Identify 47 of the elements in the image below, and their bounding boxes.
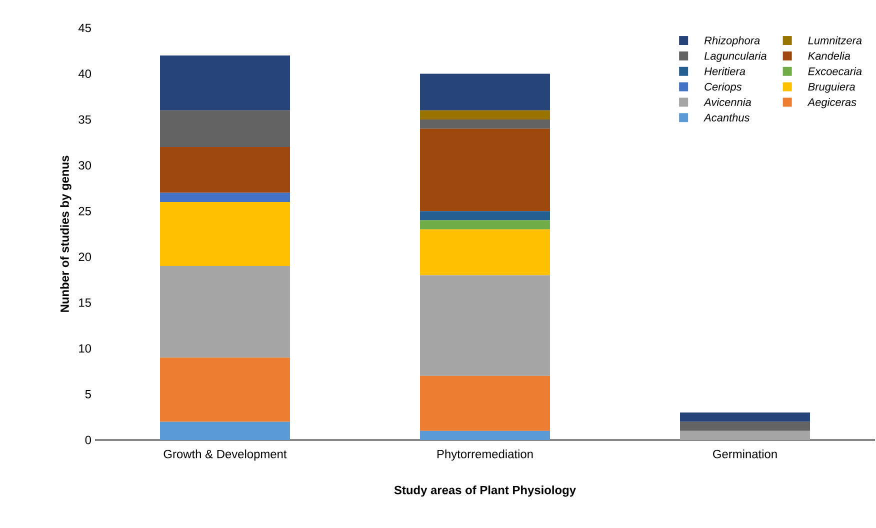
bar (160, 110, 290, 148)
y-tick-label: 20 (78, 252, 92, 262)
y-tick-label: 5 (85, 390, 91, 398)
bar (420, 120, 550, 129)
legend-label: Acanthus (704, 113, 750, 122)
bar (420, 430, 550, 440)
x-axis-title: Study areas of Plant Physiology (394, 486, 576, 497)
bar (160, 55, 290, 110)
y-axis-title: Nunber of studies by genus (60, 156, 72, 312)
y-tick-label: 10 (79, 344, 92, 353)
bar (420, 128, 550, 212)
x-tick-label: Phytorremediation (437, 450, 533, 461)
bar (420, 220, 550, 230)
bar (160, 266, 290, 358)
y-tick-label: 30 (78, 161, 92, 170)
legend-label: Kandelia (808, 52, 850, 60)
x-tick-label: Growth & Development (164, 450, 287, 461)
bar (160, 358, 290, 422)
bar (160, 202, 290, 266)
legend-label: Laguncularia (704, 52, 766, 62)
y-tick-label: 45 (78, 24, 91, 32)
bar (420, 74, 550, 110)
bar (160, 147, 290, 193)
legend-label: Avicennia (704, 98, 752, 106)
legend-label: Aegiceras (807, 98, 856, 108)
y-tick-label: 35 (78, 115, 91, 124)
bar (420, 110, 550, 120)
bar (160, 422, 290, 440)
bar (680, 412, 810, 422)
y-tick-label: 15 (79, 298, 91, 307)
bar (160, 192, 290, 202)
legend-label: Rhizophora (704, 36, 760, 47)
legend-label: Bruguiera (808, 82, 855, 93)
legend-label: Heritiera (704, 67, 746, 76)
y-tick-label: 40 (78, 70, 92, 78)
legend-label: Lumnitzera (808, 36, 862, 44)
y-tick-label: 0 (85, 436, 92, 444)
bar (680, 422, 810, 431)
bar (680, 430, 810, 440)
bar (420, 229, 550, 276)
bar (420, 211, 550, 220)
legend-label: Ceriops (704, 82, 742, 93)
x-tick-label: Germination (713, 450, 777, 458)
bar (420, 275, 550, 376)
y-tick-label: 25 (78, 206, 91, 216)
legend-label: Excoecaria (808, 67, 862, 76)
bar (420, 376, 550, 431)
